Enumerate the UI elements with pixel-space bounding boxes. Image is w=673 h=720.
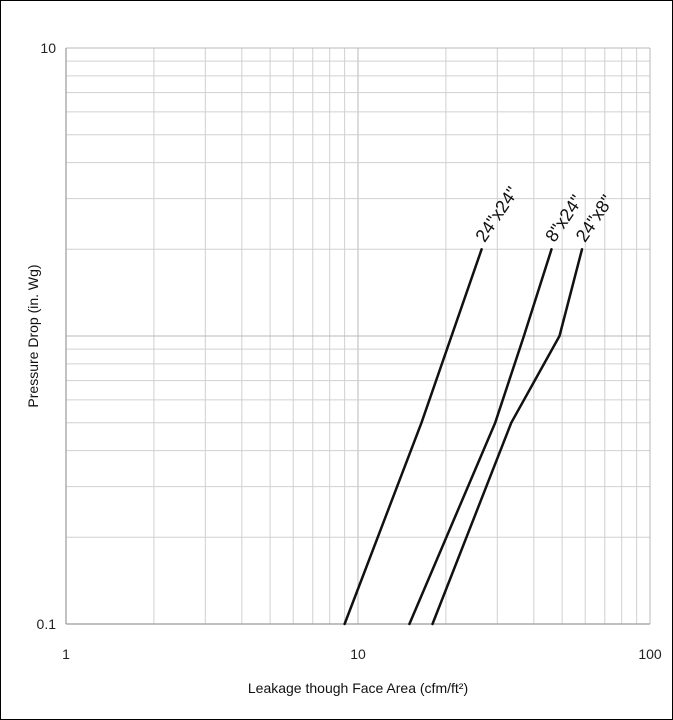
x-tick-label: 100 [638,646,662,662]
x-axis-title: Leakage though Face Area (cfm/ft²) [248,680,468,696]
y-tick-label: 0.1 [37,616,57,632]
series-line-2 [408,248,553,626]
tick-layer: 1 10 100 0.1 10 [37,40,662,662]
series-line-3 [431,248,584,626]
series-layer [343,248,584,626]
series-line-1 [343,248,483,626]
grid-layer [65,47,651,625]
y-tick-label: 10 [40,40,56,56]
x-tick-label: 10 [350,646,366,662]
y-axis-title: Pressure Drop (in. Wg) [25,264,41,407]
series-label-layer: 24"x24" 8"x24"24"x8" [471,183,617,245]
x-tick-label: 1 [62,646,70,662]
